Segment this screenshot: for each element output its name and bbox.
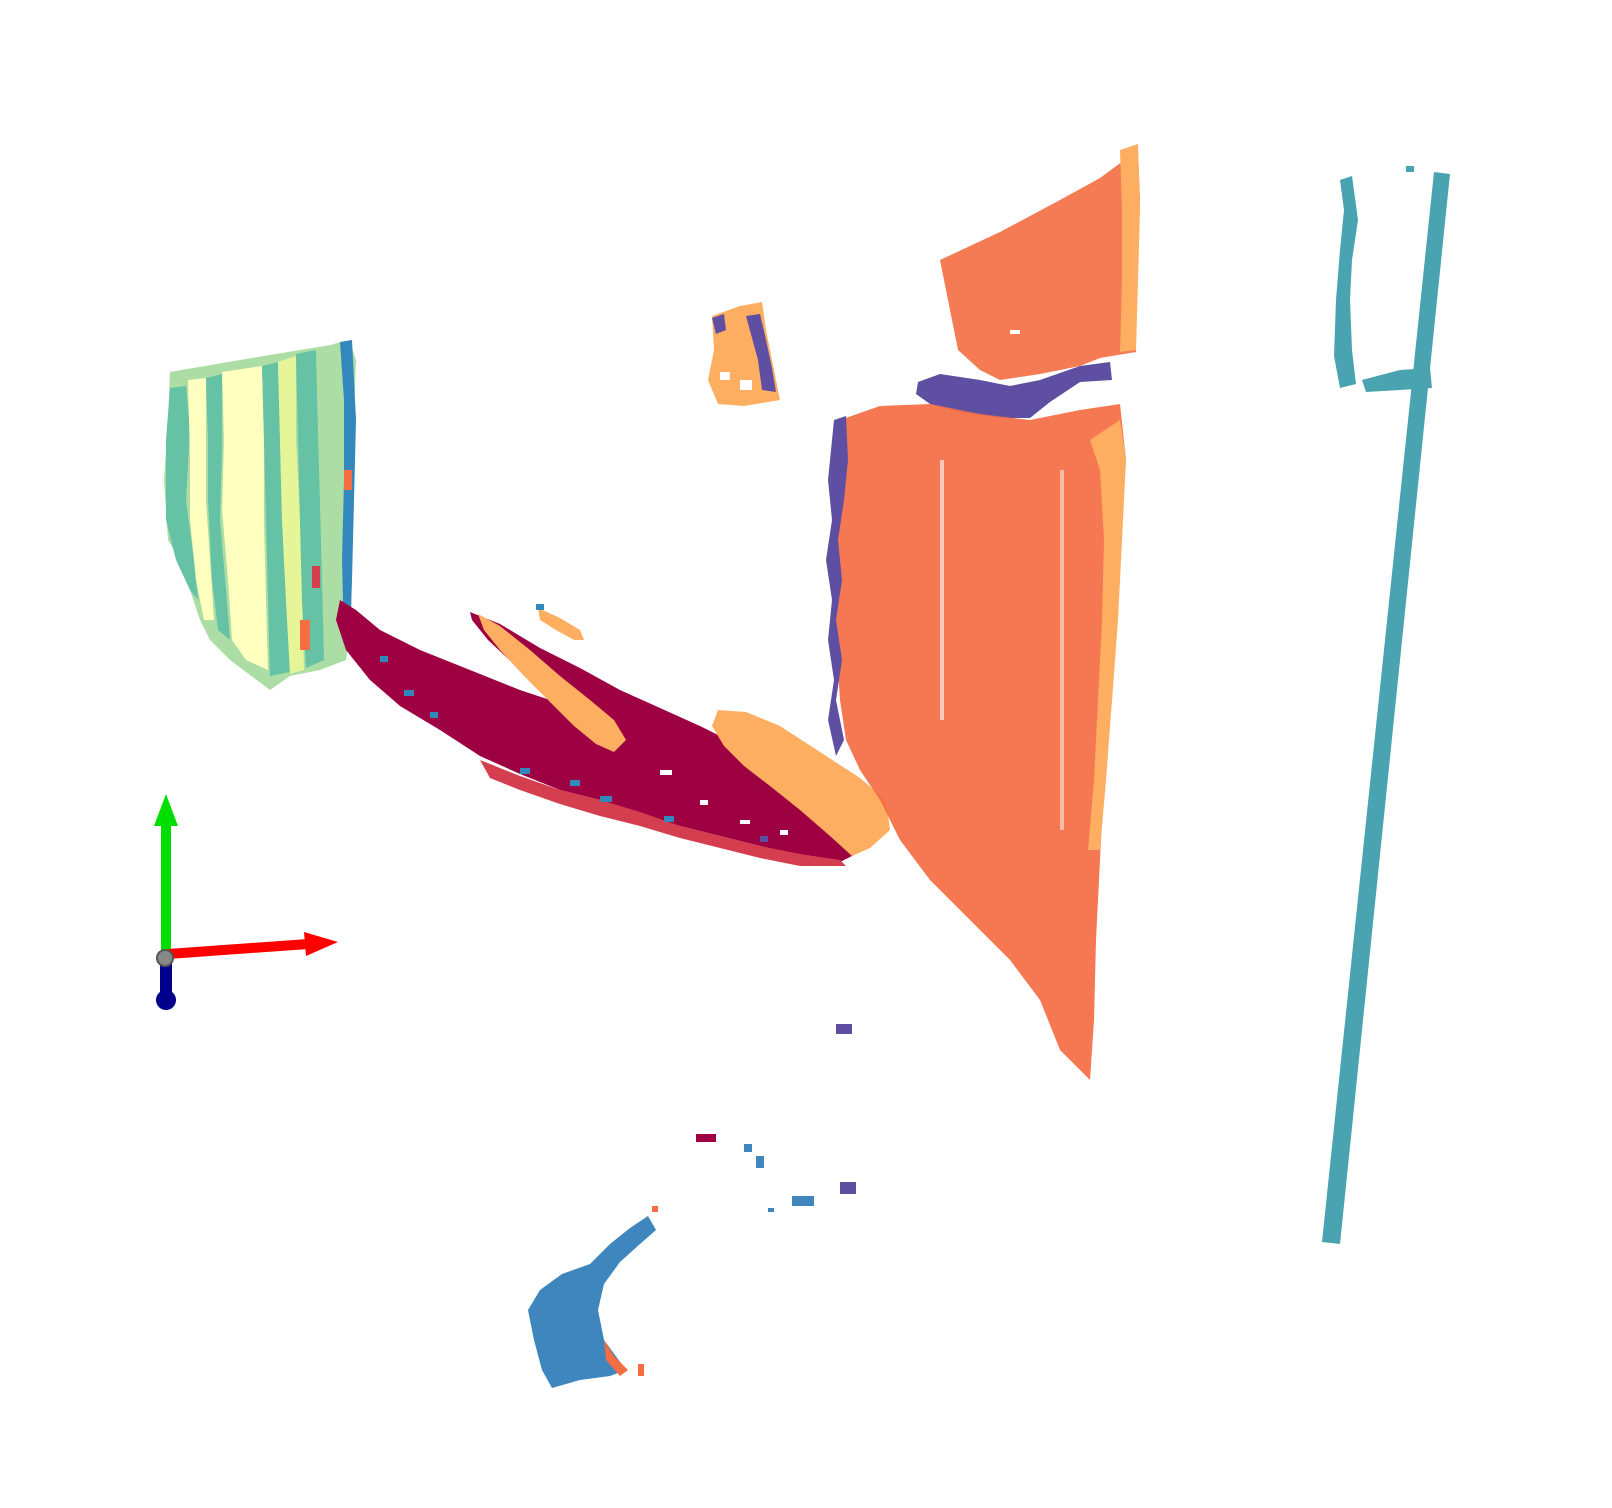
gizmo-origin-icon — [156, 949, 174, 967]
small-peach-sliver — [536, 604, 584, 640]
scattered-fragments — [652, 1024, 856, 1212]
large-wall-orange — [826, 144, 1140, 1080]
vertical-pole-teal — [1322, 166, 1450, 1244]
wall-panel-stripes — [164, 340, 356, 690]
z-axis-tip-icon — [156, 990, 176, 1010]
axes-gizmo — [154, 794, 338, 1010]
x-axis-line — [167, 939, 309, 959]
floor-streak-dark-red — [336, 600, 890, 866]
x-axis-arrow-icon — [304, 932, 338, 956]
small-panel-peach — [708, 302, 780, 406]
bottom-blob-blue — [528, 1216, 656, 1388]
y-axis-arrow-icon — [154, 794, 178, 826]
